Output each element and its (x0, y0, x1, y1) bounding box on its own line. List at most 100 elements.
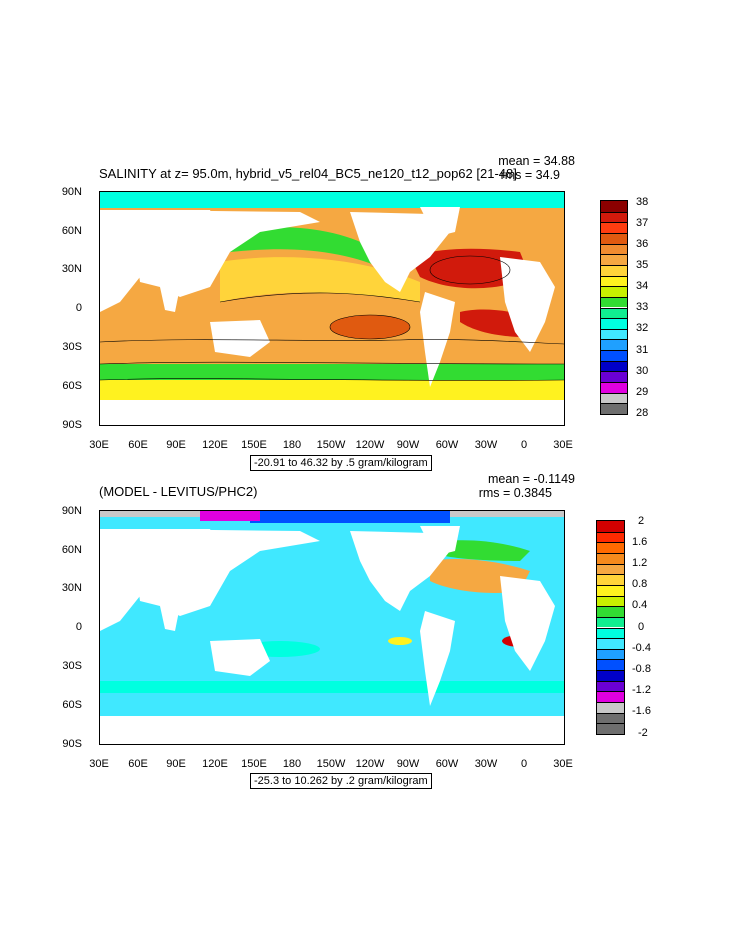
bottom-lon-label: 30E (89, 758, 109, 770)
colorbar-swatch (601, 382, 627, 393)
colorbar-swatch (601, 339, 627, 351)
colorbar-swatch (597, 563, 624, 575)
colorbar-swatch (601, 222, 627, 233)
bottom-contour-range: -25.3 to 10.262 by .2 gram/kilogram (250, 773, 432, 789)
colorbar-swatch (597, 670, 624, 681)
top-colorbar-label: 36 (636, 238, 649, 250)
bottom-colorbar-label: 2 (638, 515, 645, 527)
colorbar-swatch (601, 264, 627, 276)
bottom-lon-label: 150W (316, 758, 346, 770)
top-title: SALINITY at z= 95.0m, hybrid_v5_rel04_BC… (99, 166, 517, 181)
colorbar-swatch (601, 392, 627, 404)
top-lat-label: 60N (61, 225, 82, 237)
colorbar-swatch (601, 403, 627, 414)
bottom-lat-label: 60N (61, 544, 82, 556)
top-lat-label: 0 (75, 302, 82, 314)
top-lat-label: 90S (62, 419, 82, 431)
top-rms: rms = 34.9 (500, 168, 560, 182)
top-lon-label: 90E (166, 439, 186, 451)
colorbar-swatch (601, 254, 627, 265)
top-lat-label: 30S (62, 341, 82, 353)
colorbar-swatch (597, 521, 624, 532)
bottom-colorbar-label: -1.6 (632, 705, 651, 717)
colorbar-swatch (601, 328, 627, 340)
bottom-lon-label: 30W (474, 758, 498, 770)
colorbar-swatch (601, 201, 627, 212)
bottom-colorbar-label: 1.2 (632, 557, 648, 569)
top-lon-label: 60E (128, 439, 148, 451)
colorbar-swatch (597, 616, 624, 628)
colorbar-swatch (597, 606, 624, 617)
bottom-colorbar (596, 520, 625, 735)
colorbar-swatch (597, 574, 624, 585)
top-lat-label: 30N (61, 263, 82, 275)
top-lat-label: 90N (61, 186, 82, 198)
colorbar-swatch (601, 232, 627, 244)
colorbar-swatch (601, 296, 627, 308)
colorbar-swatch (597, 584, 624, 596)
bottom-lat-label: 0 (75, 621, 82, 633)
top-lon-label: 60W (435, 439, 459, 451)
colorbar-swatch (601, 243, 627, 255)
bottom-lon-label: 90W (396, 758, 420, 770)
top-colorbar-label: 38 (636, 196, 649, 208)
colorbar-swatch (597, 702, 624, 713)
top-colorbar (600, 200, 628, 415)
bottom-lat-label: 90S (62, 738, 82, 750)
colorbar-swatch (597, 531, 624, 543)
bottom-lon-label: 60E (128, 758, 148, 770)
bottom-colorbar-label: -1.2 (632, 684, 651, 696)
top-lon-label: 30W (474, 439, 498, 451)
bottom-lat-label: 30N (61, 582, 82, 594)
top-colorbar-label: 32 (636, 322, 649, 334)
colorbar-swatch (601, 350, 627, 361)
bottom-rms: rms = 0.3845 (478, 486, 552, 500)
colorbar-swatch (601, 360, 627, 372)
bottom-colorbar-label: -0.8 (632, 663, 651, 675)
bottom-colorbar-label: -2 (638, 727, 648, 739)
bottom-lon-label: 150E (241, 758, 267, 770)
bottom-colorbar-label: 0.4 (632, 599, 648, 611)
bottom-colorbar-label: 1.6 (632, 536, 648, 548)
bottom-lon-label: 120E (202, 758, 228, 770)
bottom-lon-label: 90E (166, 758, 186, 770)
bottom-lon-label: 60W (435, 758, 459, 770)
bottom-title: (MODEL - LEVITUS/PHC2) (99, 484, 258, 499)
colorbar-swatch (601, 211, 627, 223)
colorbar-swatch (597, 723, 624, 734)
colorbar-swatch (597, 542, 624, 553)
colorbar-swatch (601, 371, 627, 383)
bottom-lon-label: 30E (553, 758, 573, 770)
colorbar-swatch (601, 286, 627, 297)
colorbar-swatch (601, 318, 627, 329)
bottom-lat-label: 60S (62, 699, 82, 711)
colorbar-swatch (597, 680, 624, 692)
top-colorbar-label: 37 (636, 217, 649, 229)
top-colorbar-label: 29 (636, 386, 649, 398)
bottom-lon-label: 0 (520, 758, 528, 770)
top-colorbar-label: 30 (636, 365, 649, 377)
top-lon-label: 30E (553, 439, 573, 451)
colorbar-swatch (597, 627, 624, 639)
colorbar-swatch (601, 275, 627, 287)
bottom-mean: mean = -0.1149 (488, 472, 575, 486)
top-lon-label: 150E (241, 439, 267, 451)
top-mean: mean = 34.88 (498, 154, 575, 168)
top-lon-label: 90W (396, 439, 420, 451)
bottom-difference-map (99, 510, 565, 745)
top-colorbar-label: 34 (636, 280, 649, 292)
top-lat-label: 60S (62, 380, 82, 392)
top-contour-range: -20.91 to 46.32 by .5 gram/kilogram (250, 455, 432, 471)
bottom-lon-label: 120W (355, 758, 385, 770)
bottom-lon-label: 180 (282, 758, 302, 770)
colorbar-swatch (597, 595, 624, 607)
top-lon-label: 120E (202, 439, 228, 451)
colorbar-swatch (597, 712, 624, 724)
bottom-colorbar-label: 0.8 (632, 578, 648, 590)
bottom-colorbar-label: 0 (638, 621, 645, 633)
bottom-colorbar-label: -0.4 (632, 642, 651, 654)
top-colorbar-label: 35 (636, 259, 649, 271)
top-salinity-map (99, 191, 565, 426)
bottom-lat-label: 30S (62, 660, 82, 672)
